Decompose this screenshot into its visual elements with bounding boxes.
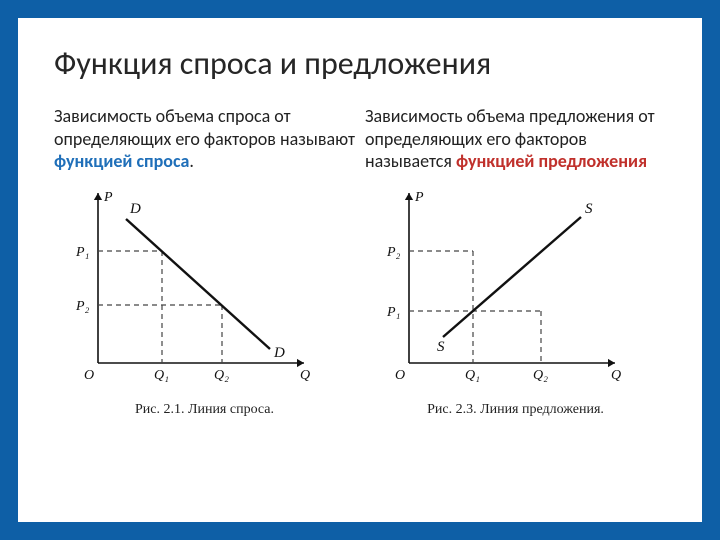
svg-text:Q: Q	[300, 368, 310, 383]
svg-text:O: O	[395, 368, 405, 383]
svg-text:Q₁: Q₁	[154, 368, 169, 383]
demand-chart: P Q O P₁ P₂ Q₁ Q₂ D D	[54, 183, 314, 393]
svg-text:Q₂: Q₂	[533, 368, 548, 383]
svg-text:Q: Q	[611, 368, 621, 383]
slide-frame: Функция спроса и предложения Зависимость…	[0, 0, 720, 540]
page-title: Функция спроса и предложения	[54, 44, 666, 83]
left-paragraph: Зависимость объема спроса от определяющи…	[54, 105, 355, 173]
svg-text:Q₁: Q₁	[465, 368, 480, 383]
left-column: Зависимость объема спроса от определяющи…	[54, 105, 355, 418]
supply-caption: Рис. 2.3. Линия предложения.	[365, 402, 666, 418]
left-text-prefix: Зависимость объема спроса от определяющи…	[54, 105, 355, 150]
svg-text:P₁: P₁	[386, 305, 400, 320]
supply-term: функцией предложения	[456, 150, 647, 172]
slide-content: Функция спроса и предложения Зависимость…	[18, 18, 702, 522]
demand-caption: Рис. 2.1. Линия спроса.	[54, 402, 355, 418]
demand-term: функцией спроса	[54, 150, 189, 172]
svg-text:P₁: P₁	[75, 245, 89, 260]
svg-text:P: P	[414, 190, 424, 205]
right-paragraph: Зависимость объема предложения от опреде…	[365, 105, 666, 173]
svg-text:D: D	[273, 345, 285, 361]
svg-text:O: O	[84, 368, 94, 383]
supply-figure: P Q O P₂ P₁ Q₁ Q₂ S S Рис. 2.3. Линия предложени…	[365, 183, 666, 418]
svg-text:D: D	[129, 201, 141, 217]
supply-chart: P Q O P₂ P₁ Q₁ Q₂ S S	[365, 183, 625, 393]
left-punct: .	[189, 150, 194, 172]
svg-text:S: S	[437, 339, 445, 355]
svg-text:S: S	[585, 201, 593, 217]
svg-text:P₂: P₂	[386, 245, 401, 260]
columns: Зависимость объема спроса от определяющи…	[54, 105, 666, 418]
svg-text:Q₂: Q₂	[214, 368, 229, 383]
right-column: Зависимость объема предложения от опреде…	[365, 105, 666, 418]
svg-text:P₂: P₂	[75, 299, 90, 314]
demand-figure: P Q O P₁ P₂ Q₁ Q₂ D D Рис. 2.1. Линия спроса.	[54, 183, 355, 418]
svg-text:P: P	[103, 190, 113, 205]
